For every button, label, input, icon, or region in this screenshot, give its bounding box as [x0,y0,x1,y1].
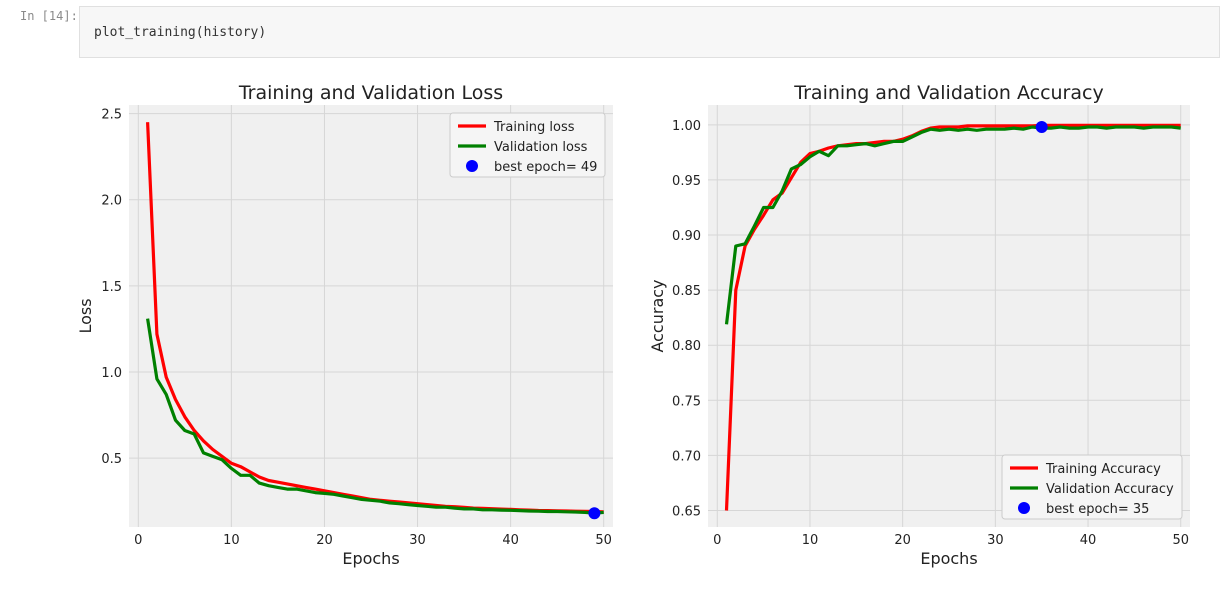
x-tick-label: 50 [1172,533,1189,548]
x-tick-label: 50 [595,533,612,548]
legend-box [449,112,606,178]
legend: Training loss Validation loss best epoch= … [449,112,606,178]
chart-title: Training and Validation Loss [238,82,503,104]
y-tick-label: 1.5 [101,280,122,295]
legend-best-epoch-label: best epoch= 49 [494,160,597,175]
legend-best-epoch-swatch [466,160,478,172]
legend-best-epoch-label: best epoch= 35 [1046,502,1149,517]
y-tick-label: 1.00 [672,119,701,134]
training-line [724,123,1181,511]
legend: Training Accuracy Validation Accuracy best… [1001,454,1183,520]
y-axis-label: Loss [76,298,95,333]
cell-prompt: In [14]: [20,9,78,23]
x-axis-label: Epochs [920,549,977,568]
x-tick-label: 0 [134,533,142,548]
x-tick-label: 40 [1080,533,1097,548]
y-tick-label: 0.70 [672,449,701,464]
code-cell[interactable]: plot_training(history) [79,6,1220,58]
validation-line [146,318,604,515]
y-tick-label: 0.80 [672,339,701,354]
x-tick-label: 30 [409,533,426,548]
y-tick-label: 1.0 [101,366,122,381]
x-tick-label: 10 [802,533,819,548]
y-tick-label: 0.85 [672,284,701,299]
legend-validation-label: Validation Accuracy [1046,482,1174,497]
training-plots: 0 10 20 30 40 50 0.5 1.0 1.5 2.0 2.5 Training and V… [76,82,1190,568]
validation-line [724,125,1181,325]
y-tick-label: 0.65 [672,504,701,519]
y-tick-label: 2.0 [101,194,122,209]
y-tick-label: 2.5 [101,108,122,123]
chart-title: Training and Validation Accuracy [793,82,1103,104]
loss-chart: 0 10 20 30 40 50 0.5 1.0 1.5 2.0 2.5 Training and V… [76,82,613,568]
x-tick-label: 10 [223,533,240,548]
legend-validation-label: Validation loss [494,140,588,155]
legend-best-epoch-swatch [1018,502,1030,514]
x-axis-label: Epochs [342,549,399,568]
best-epoch-marker [588,507,601,520]
y-tick-label: 0.95 [672,174,701,189]
x-tick-label: 20 [894,533,911,548]
y-tick-label: 0.75 [672,394,701,409]
x-tick-label: 30 [987,533,1004,548]
code-text: plot_training(history) [94,25,267,40]
x-tick-label: 20 [316,533,333,548]
y-tick-label: 0.5 [101,452,122,467]
best-epoch-marker [1035,121,1048,134]
accuracy-chart: 0 10 20 30 40 50 0.65 0.70 0.75 0.80 0.85 0.90 0.95 1… [648,82,1190,568]
legend-training-label: Training loss [493,120,575,135]
y-axis-label: Accuracy [648,279,667,352]
x-tick-label: 40 [502,533,519,548]
legend-training-label: Training Accuracy [1045,462,1161,477]
x-tick-label: 0 [713,533,721,548]
legend-box [1001,454,1183,520]
y-tick-label: 0.90 [672,229,701,244]
